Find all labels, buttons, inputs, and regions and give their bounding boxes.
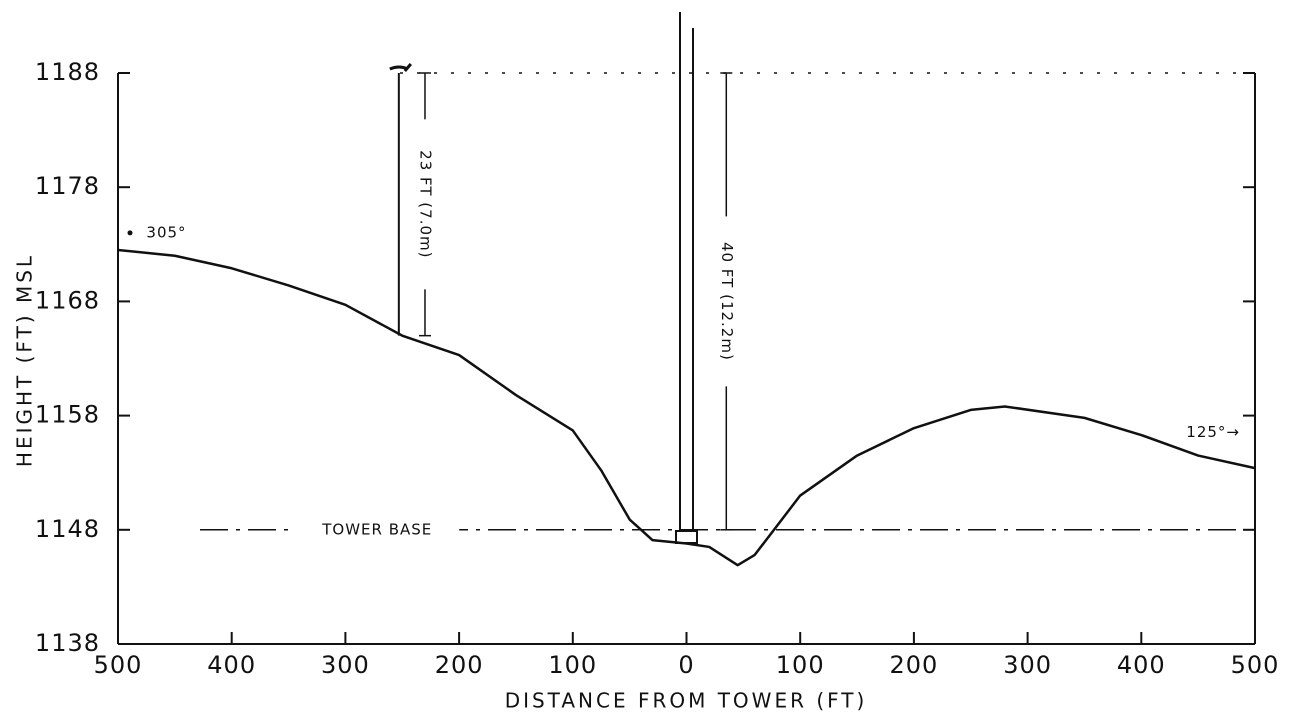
annotation: 125°→ (1186, 423, 1240, 441)
y-axis-label: HEIGHT (FT) MSL (13, 253, 37, 467)
x-tick-label: 300 (321, 651, 370, 679)
y-tick-label: 1178 (35, 172, 100, 200)
terrain-line (117, 248, 1256, 567)
x-tick-label: 300 (1003, 651, 1052, 679)
dot (127, 230, 133, 236)
x-tick-label: 400 (1117, 651, 1166, 679)
y-tick-label: 1168 (35, 286, 100, 314)
x-tick-label: 100 (548, 651, 597, 679)
x-tick-label: 100 (776, 651, 825, 679)
y-tick-label: 1138 (35, 629, 100, 657)
obstruction-top (389, 63, 412, 72)
x-tick-label: 0 (678, 651, 694, 679)
y-tick-label: 1158 (35, 401, 100, 429)
label-bg (716, 216, 737, 387)
x-tick-label: 200 (889, 651, 938, 679)
x-axis-label: DISTANCE FROM TOWER (FT) (505, 689, 868, 713)
y-tick-label: 1148 (35, 515, 100, 543)
x-tick-label: 500 (1231, 651, 1280, 679)
x-tick-label: 200 (435, 651, 484, 679)
label-bg (295, 518, 460, 541)
y-tick-label: 1188 (35, 58, 100, 86)
x-tick-label: 500 (94, 651, 143, 679)
x-tick-label: 400 (207, 651, 256, 679)
dimension-label: 23 FT (7.0m) (416, 150, 434, 258)
reference-label: TOWER BASE (321, 520, 432, 538)
dimension-label: 40 FT (12.2m) (718, 242, 736, 361)
annotation: 305° (146, 223, 186, 241)
tower-base (675, 530, 698, 544)
label-bg (414, 119, 435, 290)
